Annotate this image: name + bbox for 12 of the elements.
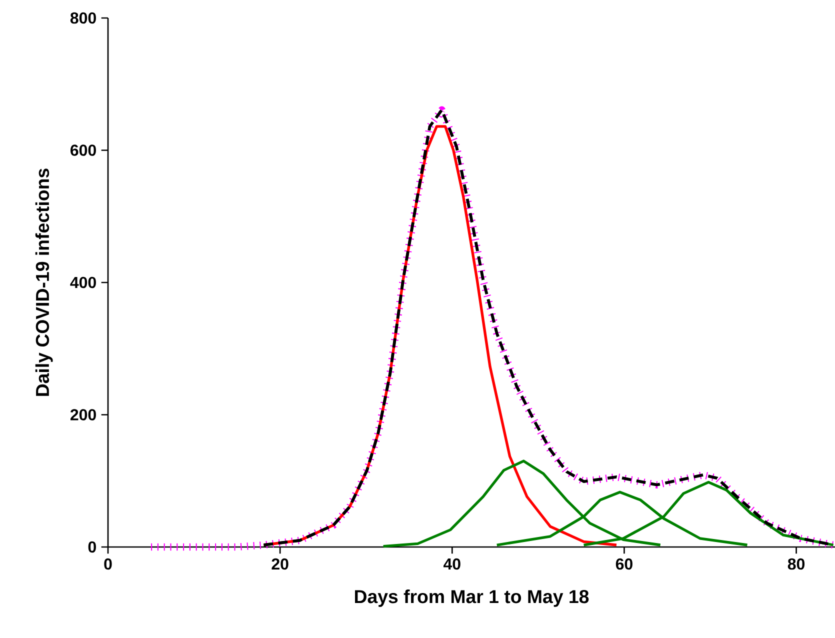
x-tick-label: 80 (788, 558, 805, 570)
x-tick-label: 0 (104, 558, 112, 570)
y-tick-label: 800 (70, 12, 96, 24)
y-tick-label: 600 (70, 144, 96, 156)
x-axis-title: Days from Mar 1 to May 18 (355, 590, 589, 607)
x-tick-label: 40 (443, 558, 460, 570)
y-axis-title: Daily COVID-19 infections (35, 168, 53, 396)
y-tick-label: 400 (70, 276, 96, 288)
y-tick-label: 200 (70, 409, 96, 420)
y-tick-label: 0 (88, 541, 96, 553)
x-tick-label: 20 (272, 558, 288, 570)
x-tick-label: 60 (616, 558, 632, 570)
